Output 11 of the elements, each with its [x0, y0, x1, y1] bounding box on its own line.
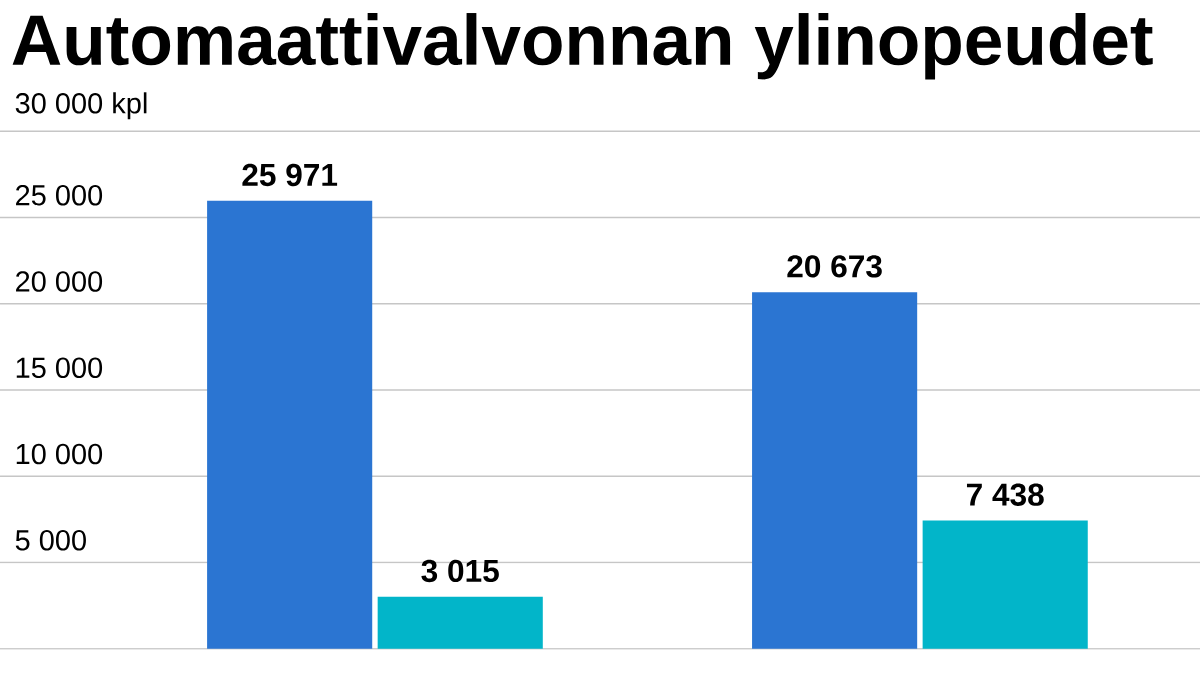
y-tick-label: 5 000	[15, 530, 86, 551]
chart-title: Automaattivalvonnan ylinopeudet	[12, 13, 1153, 80]
data-label: 25 971	[242, 163, 338, 187]
data-label: 3 015	[421, 559, 499, 583]
y-tick-label: 15 000	[16, 357, 103, 379]
data-label: 7 438	[966, 483, 1044, 506]
y-tick-label: 10 000	[16, 443, 103, 465]
y-tick-label: 20 000	[16, 271, 103, 292]
y-tick-label: 25 000	[16, 185, 103, 206]
y-tick-label: 30 000 kpl	[15, 92, 147, 120]
data-label: 20 673	[787, 255, 882, 278]
